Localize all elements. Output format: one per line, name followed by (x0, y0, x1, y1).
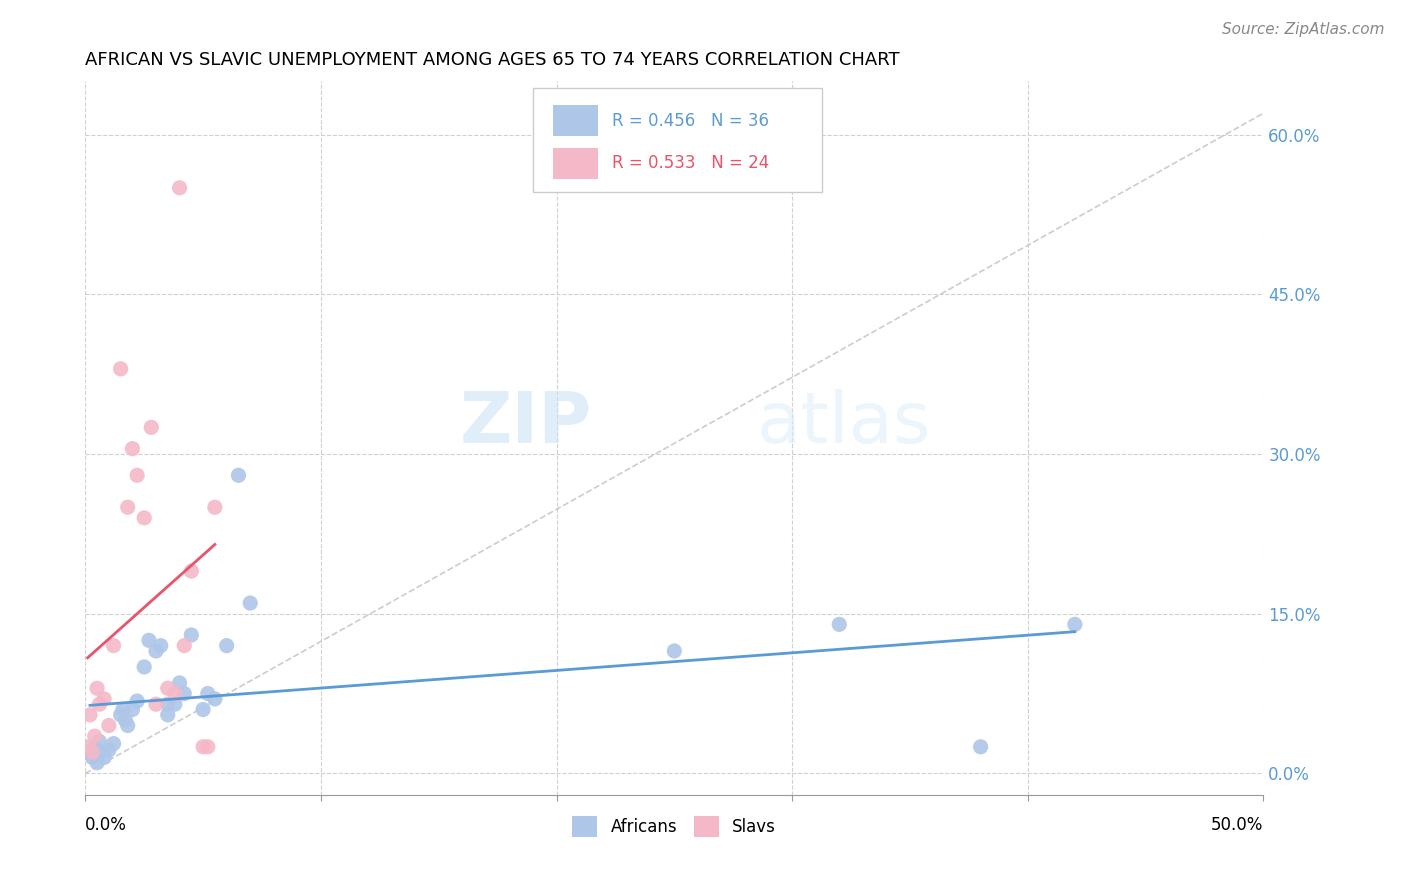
Point (86, 747, 108, 762)
Point (79, 707, 101, 722)
Point (163, 687, 186, 701)
Point (114, 713, 136, 727)
Point (97, 718, 120, 732)
Point (83, 729, 105, 743)
Point (121, 442, 143, 456)
Text: 0.0%: 0.0% (86, 816, 127, 834)
Point (103, 639, 125, 653)
Point (127, 468, 149, 483)
FancyBboxPatch shape (533, 88, 821, 192)
Point (149, 639, 172, 653)
Legend: Africans, Slavs: Africans, Slavs (565, 810, 783, 844)
Point (180, 564, 202, 578)
Point (82, 745, 104, 759)
Text: atlas: atlas (756, 389, 931, 458)
Point (156, 681, 179, 696)
Point (197, 739, 219, 754)
Point (169, 181, 191, 195)
Point (82, 750, 104, 764)
Point (127, 694, 149, 708)
Point (180, 628, 202, 642)
Point (86, 681, 108, 696)
Point (204, 500, 226, 515)
Point (215, 639, 238, 653)
Point (664, 644, 686, 658)
Point (1063, 617, 1085, 632)
Point (239, 596, 262, 610)
Point (156, 707, 179, 722)
Text: AFRICAN VS SLAVIC UNEMPLOYMENT AMONG AGES 65 TO 74 YEARS CORRELATION CHART: AFRICAN VS SLAVIC UNEMPLOYMENT AMONG AGE… (86, 51, 900, 69)
Point (90, 745, 112, 759)
Point (228, 468, 250, 483)
Point (93, 750, 115, 764)
Point (97, 743, 120, 757)
Point (197, 687, 219, 701)
Point (110, 707, 132, 722)
Point (969, 739, 991, 754)
Point (828, 617, 851, 632)
Point (89, 734, 111, 748)
Point (89, 697, 111, 711)
Point (83, 739, 105, 754)
Point (145, 697, 167, 711)
Point (117, 500, 139, 515)
Bar (553, 148, 598, 179)
Text: R = 0.533   N = 24: R = 0.533 N = 24 (612, 154, 769, 172)
Point (117, 718, 139, 732)
Point (141, 420, 163, 434)
Point (173, 639, 195, 653)
Point (191, 739, 214, 754)
Point (111, 702, 134, 716)
Point (134, 511, 156, 525)
Point (138, 633, 160, 648)
Point (173, 687, 195, 701)
Text: Source: ZipAtlas.com: Source: ZipAtlas.com (1222, 22, 1385, 37)
Point (191, 702, 214, 716)
Point (76, 739, 98, 754)
Point (103, 737, 125, 751)
Text: ZIP: ZIP (460, 389, 592, 458)
Point (204, 691, 226, 706)
Point (110, 361, 132, 376)
Point (156, 697, 179, 711)
Text: R = 0.456   N = 36: R = 0.456 N = 36 (612, 112, 769, 129)
Bar (553, 105, 598, 136)
Text: 50.0%: 50.0% (1211, 816, 1264, 834)
Point (163, 697, 186, 711)
Point (79, 745, 101, 759)
Point (134, 660, 156, 674)
Point (169, 676, 191, 690)
Point (121, 702, 143, 716)
Point (93, 691, 115, 706)
Point (145, 644, 167, 658)
Point (86, 756, 108, 770)
